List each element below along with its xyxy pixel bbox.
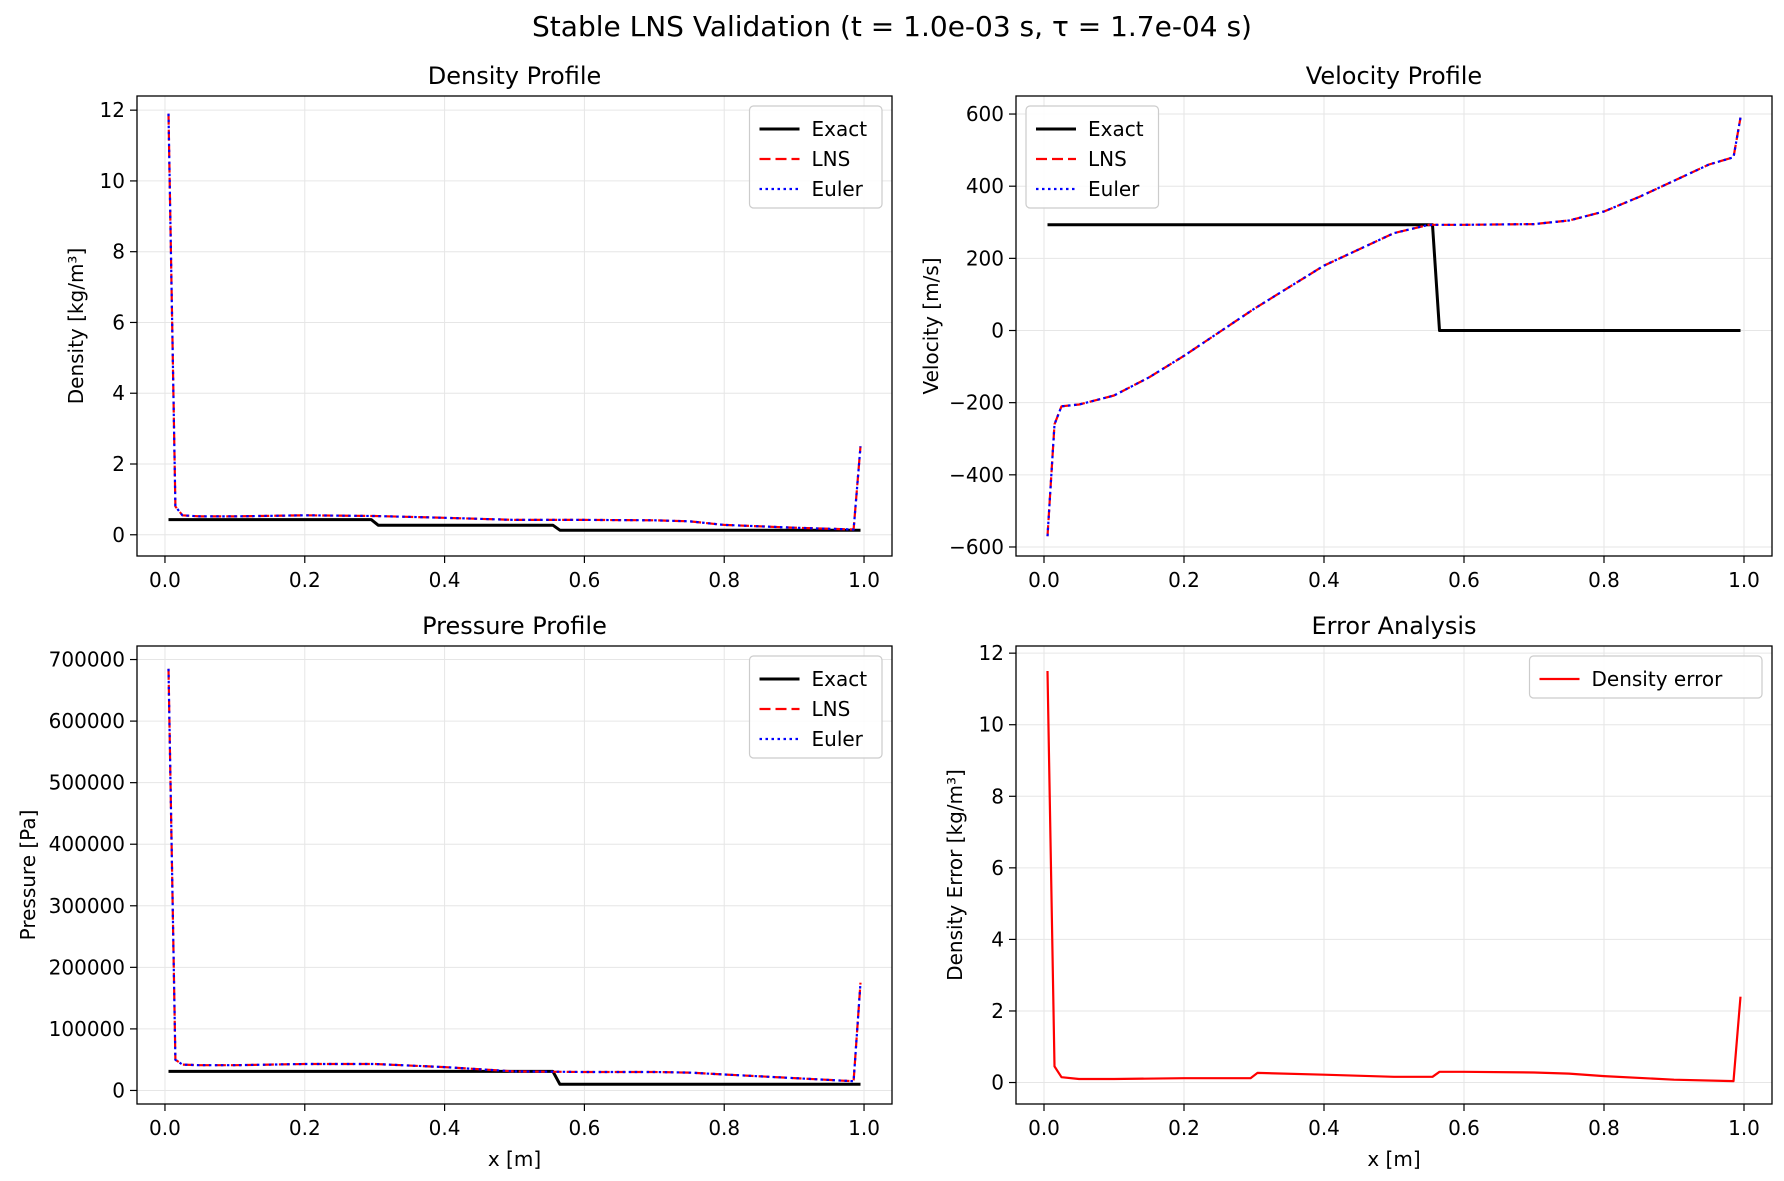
y-tick-label: 400 (966, 174, 1004, 198)
y-tick-label: 12 (979, 641, 1004, 665)
series-line-density-error (1046, 670, 1742, 1083)
legend: Exact LNS Euler (748, 655, 883, 759)
panel-title: Density Profile (428, 62, 602, 90)
legend-label: LNS (1088, 147, 1127, 171)
figure-title: Stable LNS Validation (t = 1.0e-03 s, τ … (532, 10, 1252, 43)
y-tick-label: 0 (991, 319, 1004, 343)
y-tick-label: 2 (991, 999, 1004, 1023)
y-tick-label: 6 (112, 310, 125, 334)
y-tick-label: 2 (112, 452, 125, 476)
series-line-exact (1047, 223, 1741, 332)
y-axis-label: Density Error [kg/m³] (943, 769, 967, 981)
y-tick-label: 300000 (49, 894, 125, 918)
y-tick-label: 100000 (49, 1017, 125, 1041)
x-tick-label: 1.0 (1728, 1116, 1760, 1140)
legend-label: Exact (1088, 117, 1144, 141)
y-tick-label: 8 (112, 240, 125, 264)
panel-3: 0.0 0.2 0.4 0.6 0.8 1.0 0 100000 200000 300000 400… (16, 612, 893, 1171)
y-tick-label: 700000 (49, 648, 125, 672)
x-tick-label: 0.2 (289, 568, 321, 592)
y-tick-label: 10 (100, 169, 125, 193)
series-line-lns (1046, 117, 1742, 537)
x-tick-label: 1.0 (1728, 568, 1760, 592)
legend-label: Exact (812, 667, 868, 691)
panel-1: 0.0 0.2 0.4 0.6 0.8 1.0 0 2 4 6 8 10 12 Density Profi… (64, 62, 893, 592)
x-axis-label: x [m] (1367, 1147, 1420, 1171)
series-line-lns (167, 113, 862, 531)
x-tick-label: 0.6 (569, 1116, 601, 1140)
y-tick-label: 12 (100, 98, 125, 122)
x-tick-label: 1.0 (848, 1116, 880, 1140)
y-axis-label: Pressure [Pa] (16, 810, 40, 941)
legend-label: Density error (1592, 667, 1724, 691)
y-axis-label: Density [kg/m³] (64, 248, 88, 405)
y-tick-label: 0 (991, 1071, 1004, 1095)
x-tick-label: 0.4 (1308, 568, 1340, 592)
x-tick-label: 0.4 (429, 1116, 461, 1140)
y-tick-label: 4 (991, 927, 1004, 951)
legend-label: LNS (812, 147, 851, 171)
axes-frame (136, 95, 893, 557)
x-tick-label: 0.4 (1308, 1116, 1340, 1140)
y-tick-label: 8 (991, 784, 1004, 808)
legend: Density error (1528, 655, 1763, 699)
x-tick-label: 0.8 (708, 568, 740, 592)
y-tick-label: 500000 (49, 771, 125, 795)
y-tick-label: −400 (949, 463, 1004, 487)
panel-title: Velocity Profile (1306, 62, 1482, 90)
y-tick-label: 200 (966, 246, 1004, 270)
axes-frame (1015, 95, 1773, 557)
x-tick-label: 0.0 (1028, 1116, 1060, 1140)
x-tick-label: 0.0 (149, 568, 181, 592)
axes-frame (1015, 645, 1773, 1105)
x-tick-label: 0.6 (1448, 1116, 1480, 1140)
legend: Exact LNS Euler (1025, 105, 1160, 209)
y-tick-label: 400000 (49, 832, 125, 856)
y-tick-label: 600000 (49, 709, 125, 733)
series-line-exact (168, 1069, 861, 1086)
y-tick-label: 0 (112, 523, 125, 547)
y-tick-label: 200000 (49, 955, 125, 979)
x-tick-label: 0.8 (1588, 568, 1620, 592)
panel-title: Pressure Profile (422, 612, 607, 640)
legend-label: Exact (812, 117, 868, 141)
axes-frame (136, 645, 893, 1105)
y-tick-label: −600 (949, 535, 1004, 559)
y-tick-label: 0 (112, 1078, 125, 1102)
legend-box (748, 655, 883, 759)
legend-box (748, 105, 883, 209)
legend-label: Euler (812, 727, 864, 751)
x-tick-label: 1.0 (848, 568, 880, 592)
x-tick-label: 0.8 (1588, 1116, 1620, 1140)
x-tick-label: 0.4 (429, 568, 461, 592)
legend-label: Euler (1088, 177, 1140, 201)
panel-title: Error Analysis (1311, 612, 1476, 640)
panel-4: 0.0 0.2 0.4 0.6 0.8 1.0 0 2 4 6 8 10 12 Error Analysi… (943, 612, 1773, 1171)
y-tick-label: −200 (949, 391, 1004, 415)
legend-box (1528, 655, 1763, 699)
y-tick-label: 4 (112, 381, 125, 405)
x-tick-label: 0.6 (1448, 568, 1480, 592)
legend-box (1025, 105, 1160, 209)
x-tick-label: 0.8 (708, 1116, 740, 1140)
y-tick-label: 10 (979, 713, 1004, 737)
legend-label: LNS (812, 697, 851, 721)
x-tick-label: 0.2 (1168, 568, 1200, 592)
series-line-exact (168, 518, 861, 532)
legend: Exact LNS Euler (748, 105, 883, 209)
legend-label: Euler (812, 177, 864, 201)
x-tick-label: 0.2 (289, 1116, 321, 1140)
y-axis-label: Velocity [m/s] (919, 257, 943, 394)
series-line-euler (167, 668, 862, 1083)
x-tick-label: 0.6 (569, 568, 601, 592)
x-tick-label: 0.2 (1168, 1116, 1200, 1140)
panel-2: 0.0 0.2 0.4 0.6 0.8 1.0 −600 −400 −200 0 200 400 600… (919, 62, 1773, 592)
x-axis-label: x [m] (488, 1147, 541, 1171)
y-tick-label: 6 (991, 856, 1004, 880)
x-tick-label: 0.0 (149, 1116, 181, 1140)
x-tick-label: 0.0 (1028, 568, 1060, 592)
y-tick-label: 600 (966, 102, 1004, 126)
